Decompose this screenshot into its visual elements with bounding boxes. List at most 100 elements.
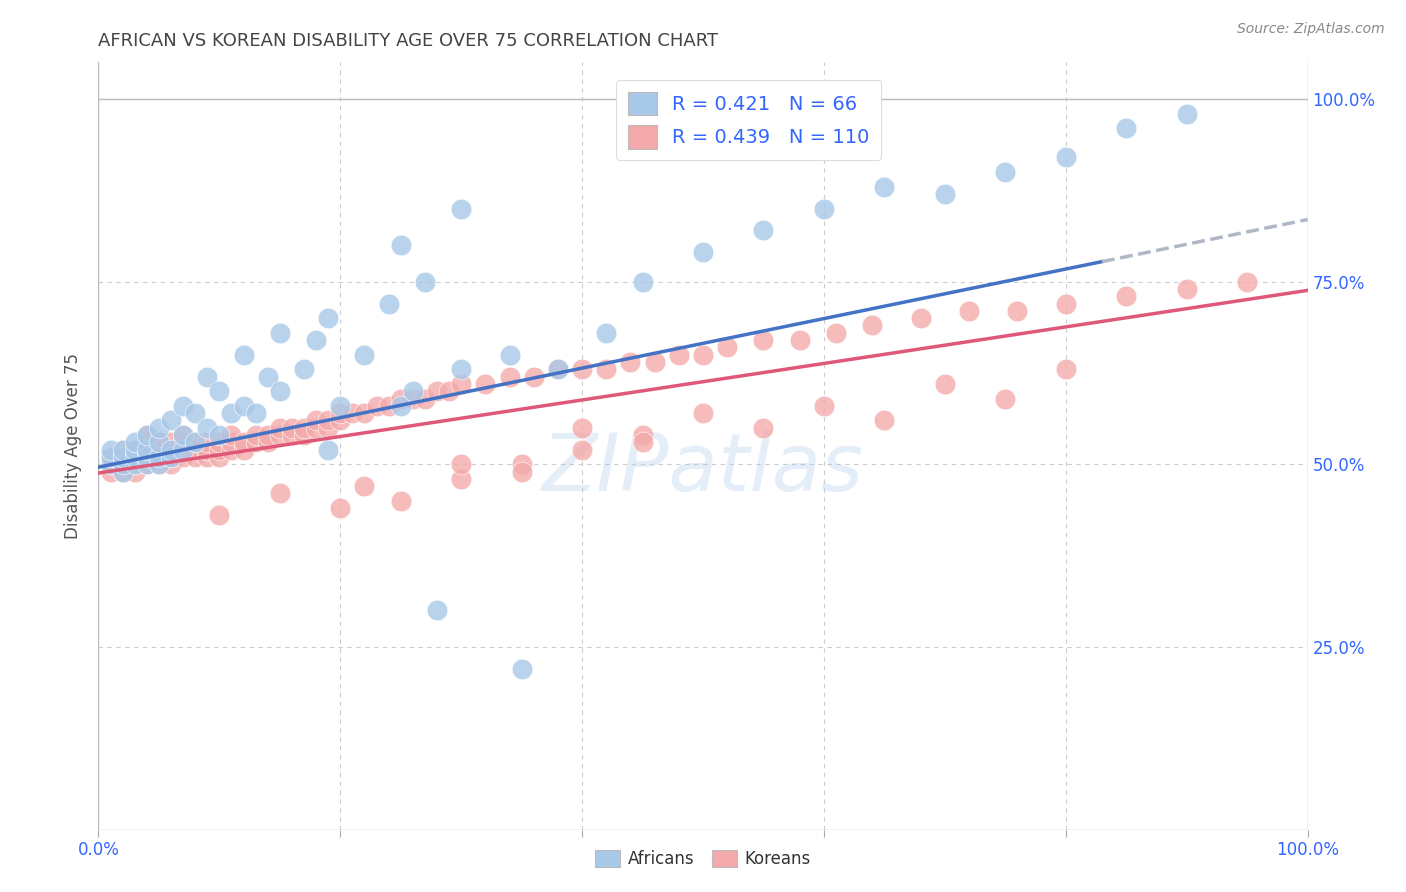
Point (631, 435, 654, 450)
Point (111, 450, 134, 464)
Point (124, 450, 146, 464)
Point (329, 399, 352, 413)
Point (292, 362, 315, 376)
Point (644, 355, 666, 369)
Point (692, 406, 714, 420)
Point (135, 457, 157, 471)
Point (124, 457, 146, 471)
Point (752, 333, 775, 347)
Point (752, 421, 775, 435)
Point (305, 333, 328, 347)
Point (389, 399, 412, 413)
Point (413, 275, 436, 289)
Point (111, 457, 134, 471)
Point (245, 428, 267, 442)
Point (450, 376, 472, 391)
Point (547, 362, 569, 376)
Point (402, 392, 425, 406)
Point (353, 406, 375, 420)
Point (825, 326, 848, 340)
Point (148, 435, 170, 450)
Point (292, 428, 315, 442)
Point (510, 662, 533, 676)
Point (195, 435, 218, 450)
Point (426, 384, 449, 399)
Point (269, 428, 291, 442)
Point (232, 442, 254, 457)
Point (316, 442, 339, 457)
Point (498, 348, 520, 362)
Point (269, 384, 291, 399)
Point (100, 457, 122, 471)
Point (860, 318, 883, 333)
Point (172, 442, 194, 457)
Point (208, 442, 231, 457)
Point (100, 450, 122, 464)
Point (172, 428, 194, 442)
Point (135, 450, 157, 464)
Point (172, 435, 194, 450)
Point (716, 340, 738, 354)
Point (316, 421, 339, 435)
Point (329, 406, 352, 420)
Point (184, 406, 207, 420)
Point (450, 202, 472, 216)
Point (377, 399, 399, 413)
Point (692, 245, 714, 260)
Point (124, 435, 146, 450)
Point (245, 406, 267, 420)
Point (135, 428, 157, 442)
Point (1175, 106, 1198, 120)
Point (450, 457, 472, 471)
Legend: R = 0.421   N = 66, R = 0.439   N = 110: R = 0.421 N = 66, R = 0.439 N = 110 (616, 79, 882, 161)
Point (256, 435, 278, 450)
Point (111, 450, 134, 464)
Point (994, 392, 1017, 406)
Point (789, 333, 811, 347)
Point (316, 311, 339, 326)
Point (547, 362, 569, 376)
Point (148, 450, 170, 464)
Point (377, 296, 399, 310)
Point (111, 457, 134, 471)
Point (195, 450, 218, 464)
Point (498, 369, 520, 384)
Point (172, 428, 194, 442)
Point (1115, 289, 1137, 303)
Point (523, 369, 546, 384)
Point (135, 457, 157, 471)
Point (353, 348, 375, 362)
Point (232, 348, 254, 362)
Point (510, 465, 533, 479)
Point (160, 450, 183, 464)
Point (135, 450, 157, 464)
Point (692, 348, 714, 362)
Point (208, 508, 231, 523)
Point (232, 435, 254, 450)
Point (813, 202, 835, 216)
Point (1054, 150, 1077, 164)
Point (148, 457, 170, 471)
Point (184, 435, 207, 450)
Point (305, 421, 328, 435)
Point (172, 442, 194, 457)
Point (389, 392, 412, 406)
Point (752, 223, 775, 237)
Point (100, 465, 122, 479)
Point (631, 275, 654, 289)
Point (124, 442, 146, 457)
Point (402, 384, 425, 399)
Point (208, 435, 231, 450)
Point (595, 362, 617, 376)
Point (172, 450, 194, 464)
Point (873, 179, 896, 194)
Point (1236, 275, 1258, 289)
Point (111, 442, 134, 457)
Point (571, 442, 593, 457)
Point (305, 413, 328, 427)
Point (195, 442, 218, 457)
Point (342, 406, 364, 420)
Point (184, 442, 207, 457)
Point (619, 355, 641, 369)
Point (245, 435, 267, 450)
